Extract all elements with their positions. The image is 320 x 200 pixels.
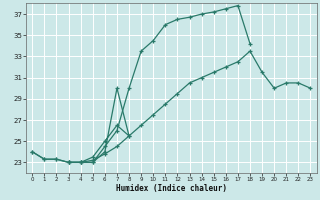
X-axis label: Humidex (Indice chaleur): Humidex (Indice chaleur) xyxy=(116,184,227,193)
